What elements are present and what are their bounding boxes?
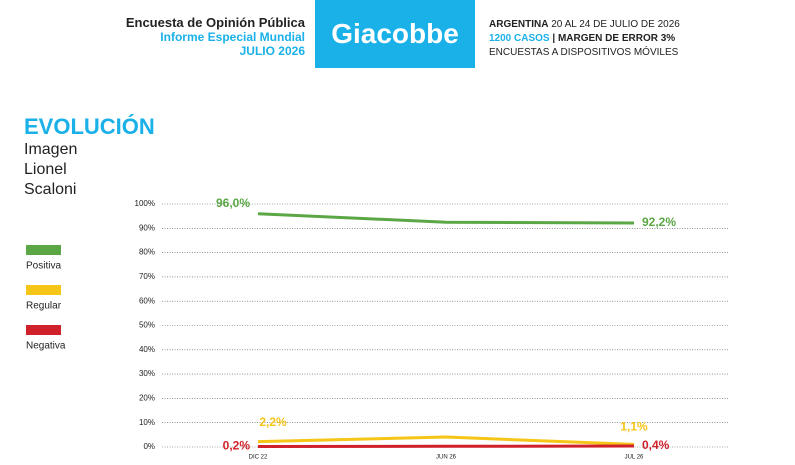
x-tick-label: JUN 26	[436, 455, 457, 461]
y-tick-label: 70%	[139, 272, 155, 281]
x-tick-label: JUL 26	[625, 455, 644, 461]
report-name: Informe Especial Mundial	[160, 30, 305, 44]
y-tick-label: 80%	[139, 248, 155, 257]
y-tick-label: 40%	[139, 345, 155, 354]
chart-subtitle: Scaloni	[24, 181, 76, 198]
legend-swatch	[26, 285, 61, 295]
brand: Giacobbe	[315, 0, 475, 68]
chart-subtitle: Imagen	[24, 141, 77, 158]
legend-label: Negativa	[26, 341, 66, 352]
y-tick-label: 90%	[139, 223, 155, 232]
y-tick-label: 50%	[139, 321, 155, 330]
line-series	[257, 212, 635, 225]
data-label: 2,2%	[259, 415, 287, 429]
chart-title: EVOLUCIÓN	[24, 114, 155, 139]
chart-subtitle: Lionel	[24, 161, 67, 178]
cases: 1200 CASOS	[489, 33, 550, 44]
survey-title: Encuesta de Opinión Pública	[125, 15, 305, 30]
legend-swatch	[26, 245, 61, 255]
data-label: 0,4%	[642, 438, 670, 452]
x-tick-label: DIC 22	[249, 455, 268, 461]
y-tick-label: 100%	[135, 199, 155, 208]
legend-label: Positiva	[26, 261, 61, 272]
header-left: Encuesta de Opinión Pública Informe Espe…	[125, 15, 305, 59]
data-label: 96,0%	[216, 196, 250, 210]
line-series	[257, 435, 635, 446]
method: ENCUESTAS A DISPOSITIVOS MÓVILES	[489, 47, 679, 58]
y-tick-label: 0%	[143, 442, 155, 451]
data-label: 92,2%	[642, 215, 676, 229]
header-right: ARGENTINA 20 AL 24 DE JULIO DE 2026 1200…	[489, 18, 680, 60]
y-tick-label: 20%	[139, 394, 155, 403]
legend-label: Regular	[26, 301, 62, 312]
country: ARGENTINA	[489, 19, 549, 30]
data-label: 0,2%	[223, 439, 251, 453]
dates: 20 AL 24 DE JULIO DE 2026	[551, 19, 680, 30]
margin: | MARGEN DE ERROR 3%	[552, 33, 676, 44]
y-tick-label: 10%	[139, 418, 155, 427]
legend-swatch	[26, 325, 61, 335]
y-tick-label: 60%	[139, 296, 155, 305]
y-tick-label: 30%	[139, 369, 155, 378]
data-label: 1,1%	[620, 419, 648, 433]
report-month: JULIO 2026	[239, 44, 305, 58]
